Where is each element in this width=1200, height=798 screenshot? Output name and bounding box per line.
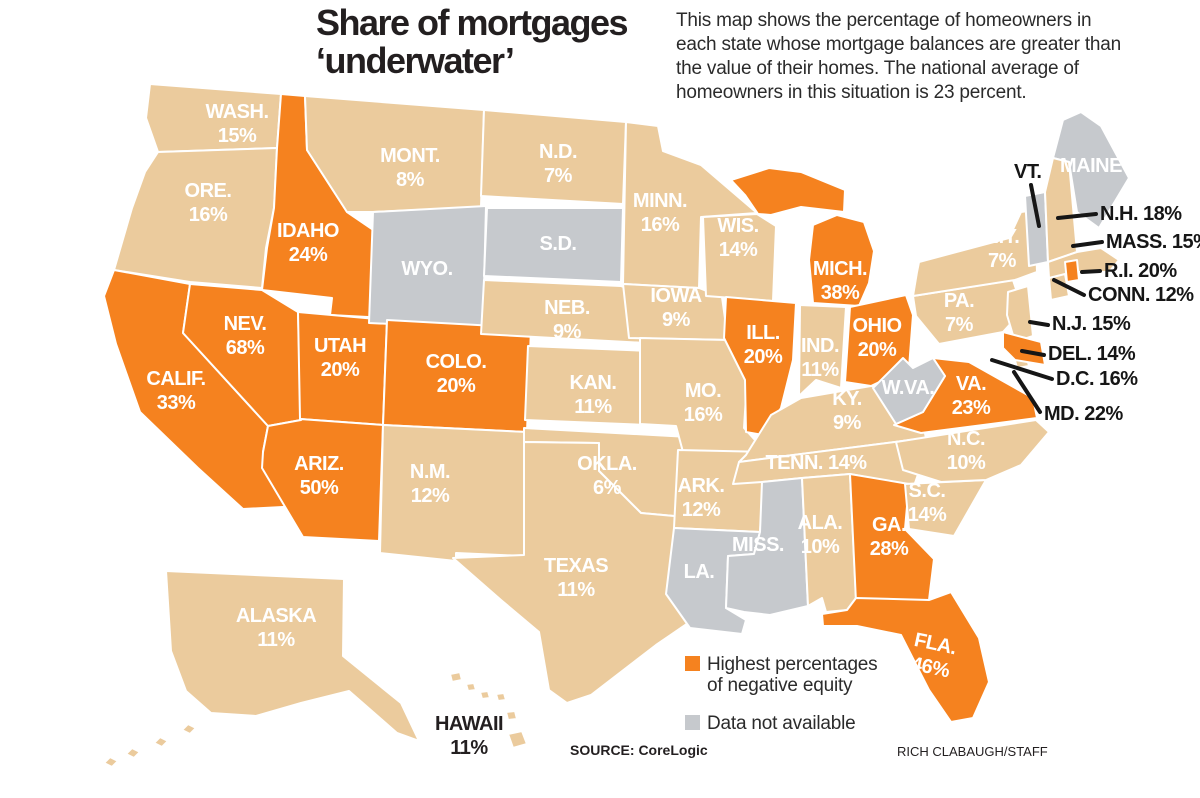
state-label-tx: TEXAS 11% — [544, 555, 608, 601]
state-label-ut: UTAH 20% — [314, 335, 366, 381]
state-label-wy: WYO. — [401, 258, 452, 280]
state-label-sd: S.D. — [540, 233, 577, 255]
map-description: This map shows the percentage of homeown… — [676, 9, 1176, 105]
state-label-va: VA. 23% — [952, 373, 991, 419]
state-wv — [872, 357, 946, 425]
callout-line-ri — [1080, 269, 1102, 274]
state-label-nc: N.C. 10% — [947, 428, 986, 474]
callout-line-md — [1012, 370, 1042, 414]
state-label-nd: N.D. 7% — [539, 141, 577, 187]
callout-label-md: MD. 22% — [1044, 403, 1123, 425]
callout-line-nj — [1028, 320, 1050, 327]
state-label-nm: N.M. 12% — [410, 461, 450, 507]
states-layer — [103, 83, 1130, 768]
state-label-ar: ARK. 12% — [678, 475, 725, 521]
state-nd — [480, 109, 627, 205]
state-in — [798, 304, 847, 397]
callout-line-ma — [1071, 240, 1104, 248]
state-me — [1052, 111, 1130, 229]
state-md — [1002, 331, 1046, 366]
state-nc — [895, 419, 1050, 483]
callout-label-de: DEL. 14% — [1048, 343, 1136, 365]
state-label-wi: WIS. 14% — [717, 215, 758, 261]
state-label-id: IDAHO 24% — [277, 220, 339, 266]
callout-label-ma: MASS. 15% — [1106, 231, 1200, 253]
description-line: This map shows the percentage of homeown… — [676, 10, 1092, 31]
state-label-mt: MONT. 8% — [380, 145, 440, 191]
state-label-ny: N.Y. 7% — [985, 226, 1020, 272]
state-label-nv: NEV. 68% — [224, 313, 267, 359]
callout-label-vt: VT. — [1014, 161, 1041, 183]
state-ri — [1064, 259, 1080, 283]
state-fl — [821, 591, 990, 723]
state-label-in: IND. 11% — [801, 335, 839, 381]
state-label-oh: OHIO 20% — [852, 315, 901, 361]
legend: Highest percentages of negative equity Da… — [685, 654, 878, 751]
state-nh — [1044, 157, 1078, 263]
state-label-ak: ALASKA 11% — [236, 605, 316, 651]
source-credit: SOURCE: CoreLogic — [570, 742, 708, 758]
state-label-me: MAINE — [1060, 155, 1122, 177]
state-label-sc: S.C. 14% — [908, 480, 947, 526]
state-label-ne: NEB. 9% — [544, 297, 590, 343]
state-hi — [449, 671, 528, 749]
legend-nodata-label: Data not available — [707, 713, 856, 734]
staff-credit: RICH CLABAUGH/STAFF — [897, 744, 1048, 759]
callout-line-de — [1020, 349, 1046, 357]
title-line-1: Share of mortgages — [316, 2, 629, 43]
state-label-tn: TENN. 14% — [765, 452, 867, 474]
labels-layer: WASH. 15% ORE. 16% CALIF. 33% IDAHO 24% NEV. 68% U… — [146, 101, 1200, 759]
state-label-mo: MO. 16% — [684, 380, 723, 426]
state-label-ks: KAN. 11% — [570, 372, 617, 418]
state-nm — [379, 424, 528, 562]
description-line: each state whose mortgage balances are g… — [676, 34, 1122, 55]
callout-label-dc: D.C. 16% — [1056, 368, 1138, 390]
state-label-la: LA. — [684, 561, 715, 583]
callout-label-ct: CONN. 12% — [1088, 284, 1194, 306]
page-title: Share of mortgages ‘underwater’ — [316, 2, 629, 81]
legend-item-highlight: Highest percentages of negative equity — [685, 654, 878, 696]
state-tx — [452, 441, 699, 704]
state-label-ky: KY. 9% — [832, 388, 862, 434]
callout-line-dc — [990, 358, 1054, 381]
state-label-ca: CALIF. 33% — [146, 368, 205, 414]
nodata-swatch — [685, 715, 700, 730]
description-line: the value of their homes. The national a… — [676, 58, 1079, 79]
state-label-mi: MICH. 38% — [813, 258, 867, 304]
state-label-ms: MISS. — [732, 534, 784, 556]
state-label-ia: IOWA 9% — [650, 285, 701, 331]
state-wi — [702, 213, 777, 302]
state-sd — [483, 207, 624, 283]
state-label-il: ILL. 20% — [744, 322, 783, 368]
state-label-mn: MINN. 16% — [633, 190, 687, 236]
title-line-2: ‘underwater’ — [316, 40, 515, 81]
callout-label-nh: N.H. 18% — [1100, 203, 1182, 225]
state-label-wv: W.VA. — [882, 377, 935, 399]
callout-line-ct — [1052, 278, 1086, 297]
legend-item-nodata: Data not available — [685, 713, 877, 734]
state-label-az: ARIZ. 50% — [294, 453, 344, 499]
dc-dot — [1002, 354, 1008, 360]
state-label-co: COLO. 20% — [426, 351, 487, 397]
legend-highlight-label: Highest percentages of negative equity — [707, 654, 878, 696]
callout-line-nh — [1056, 212, 1098, 220]
state-label-ga: GA. 28% — [870, 514, 909, 560]
callout-label-nj: N.J. 15% — [1052, 313, 1131, 335]
state-label-or: ORE. 16% — [185, 180, 232, 226]
state-label-ok: OKLA. 6% — [577, 453, 637, 499]
highlight-swatch — [685, 656, 700, 671]
description-line: homeowners in this situation is 23 perce… — [676, 82, 1027, 103]
state-label-pa: PA. 7% — [944, 290, 974, 336]
state-mi — [730, 167, 875, 307]
state-ak — [103, 570, 420, 768]
state-label-al: ALA. 10% — [798, 512, 843, 558]
state-label-hi: HAWAII 11% — [435, 713, 503, 759]
state-ny — [912, 209, 1038, 297]
callout-label-ri: R.I. 20% — [1104, 260, 1177, 282]
callout-line-vt — [1029, 183, 1041, 228]
state-label-wa: WASH. 15% — [205, 101, 268, 147]
